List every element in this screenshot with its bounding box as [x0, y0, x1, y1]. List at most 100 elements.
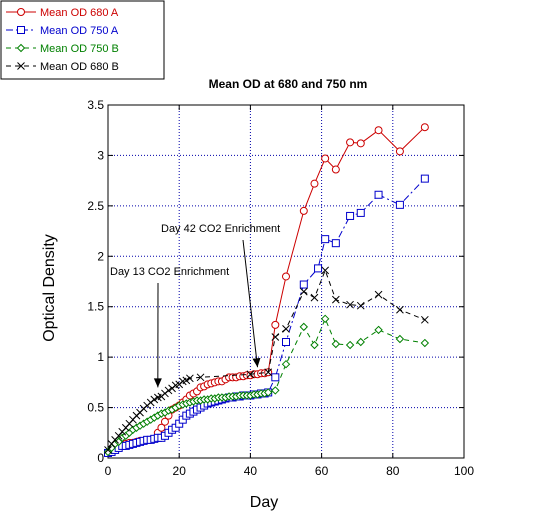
x-tick-label: 100	[454, 464, 474, 478]
data-point-mean-od-680-a	[299, 206, 308, 215]
data-point-mean-od-750-a	[346, 211, 355, 220]
data-point-mean-od-680-a	[356, 139, 365, 148]
data-point-mean-od-750-b	[310, 340, 319, 350]
data-point-mean-od-750-b	[271, 386, 280, 395]
y-tick-label: 1	[97, 350, 104, 364]
data-point-mean-od-750-b	[395, 334, 405, 344]
x-tick-labels: 0 20 40 60 80 100	[105, 464, 475, 478]
data-point-mean-od-680-a	[331, 165, 340, 174]
data-point-mean-od-680-a	[271, 320, 280, 329]
data-point-mean-od-680-b	[164, 386, 173, 395]
legend-marker-mean-od-750-a	[17, 26, 25, 34]
data-point-mean-od-680-a	[160, 417, 169, 426]
series-mean-od-680-a	[104, 123, 429, 457]
series-mean-od-750-b	[103, 314, 430, 457]
legend-label-mean-od-680-b: Mean OD 680 B	[40, 61, 119, 73]
y-tick-label: 3.5	[87, 98, 104, 112]
data-point-mean-od-750-a	[420, 174, 429, 183]
legend: Mean OD 680 A Mean OD 750 A Mean OD 750 B M…	[0, 0, 165, 80]
data-point-mean-od-680-b	[196, 373, 205, 382]
data-point-mean-od-750-b	[263, 388, 273, 397]
series-mean-od-750-a	[104, 174, 429, 457]
data-point-mean-od-680-b	[182, 376, 191, 385]
y-axis-label: Optical Density	[41, 234, 58, 342]
data-point-mean-od-750-a	[314, 264, 323, 273]
legend-marker-mean-od-750-b	[16, 43, 26, 53]
data-point-mean-od-680-b	[150, 395, 159, 404]
y-tick-label: 0.5	[87, 401, 104, 415]
data-point-mean-od-750-b	[356, 337, 365, 347]
data-point-mean-od-680-a	[374, 126, 383, 135]
data-point-mean-od-680-b	[104, 446, 112, 454]
data-point-mean-od-680-b	[356, 301, 365, 310]
legend-marker-mean-od-680-b	[17, 62, 25, 70]
data-point-mean-od-680-b	[331, 295, 340, 304]
y-tick-label: 3	[97, 148, 104, 162]
annotation-day13-arrowhead	[153, 378, 162, 388]
annotation-day13: Day 13 CO2 Enrichment	[110, 266, 229, 278]
data-point-mean-od-680-a	[420, 123, 429, 132]
data-point-mean-od-680-b	[282, 325, 290, 333]
data-point-mean-od-680-b	[374, 290, 383, 299]
legend-label-mean-od-750-b: Mean OD 750 B	[40, 43, 119, 55]
series-mean-od-680-b	[104, 266, 429, 454]
x-tick-label: 20	[173, 464, 187, 478]
data-point-mean-od-680-b	[299, 287, 308, 296]
data-point-mean-od-680-b	[310, 293, 319, 302]
data-point-mean-od-680-b	[271, 333, 280, 341]
data-point-mean-od-750-b	[320, 314, 330, 324]
x-tick-label: 40	[244, 464, 258, 478]
data-point-mean-od-680-b	[396, 305, 404, 314]
data-point-mean-od-680-b	[246, 370, 255, 379]
legend-label-mean-od-680-a: Mean OD 680 A	[40, 7, 119, 19]
data-point-mean-od-750-a	[395, 200, 404, 209]
data-point-mean-od-680-a	[157, 423, 166, 432]
data-point-mean-od-750-a	[356, 208, 365, 217]
grid	[107, 104, 465, 459]
series-line-mean-od-680-b	[107, 268, 425, 451]
data-point-mean-od-680-b	[321, 266, 330, 275]
data-point-mean-od-750-b	[374, 325, 383, 335]
y-tick-label: 1.5	[87, 300, 104, 314]
data-point-mean-od-750-a	[271, 373, 280, 382]
y-tick-labels: 0 0.5 1 1.5 2 2.5 3 3.5	[87, 98, 104, 465]
x-tick-label: 0	[105, 464, 112, 478]
y-tick-label: 0	[97, 451, 104, 465]
annotation-day42-arrowhead	[252, 357, 261, 368]
data-point-mean-od-750-a	[299, 280, 308, 289]
plot-frame	[107, 104, 465, 459]
data-point-mean-od-680-b	[264, 368, 273, 377]
annotation-day42-arrow	[242, 239, 259, 368]
data-point-mean-od-680-b	[420, 315, 429, 324]
data-point-mean-od-750-b	[281, 359, 291, 369]
data-point-mean-od-750-b	[299, 322, 309, 332]
data-point-mean-od-750-b	[331, 339, 341, 349]
data-point-mean-od-680-a	[282, 272, 290, 281]
data-point-mean-od-750-a	[331, 239, 340, 248]
chart-title: Mean OD at 680 and 750 nm	[209, 77, 368, 91]
tick-marks	[107, 104, 465, 459]
annotation-day42: Day 42 CO2 Enrichment	[161, 223, 280, 235]
data-point-mean-od-680-a	[395, 147, 404, 156]
data-point-mean-od-680-a	[321, 154, 330, 163]
annotations: Day 42 CO2 Enrichment Day 13 CO2 Enrichm…	[110, 223, 280, 388]
series-layer	[103, 123, 430, 457]
data-point-mean-od-750-b	[345, 340, 355, 350]
series-line-mean-od-750-a	[107, 178, 426, 454]
series-line-mean-od-680-a	[107, 126, 426, 454]
data-point-mean-od-680-b	[186, 374, 194, 383]
y-tick-label: 2.5	[87, 199, 104, 213]
data-point-mean-od-680-a	[310, 179, 319, 188]
x-axis-label: Day	[250, 494, 278, 511]
data-point-mean-od-750-b	[420, 338, 430, 348]
data-point-mean-od-750-a	[374, 190, 383, 199]
legend-label-mean-od-750-a: Mean OD 750 A	[40, 25, 119, 37]
data-point-mean-od-750-a	[282, 338, 290, 347]
x-tick-label: 60	[315, 464, 329, 478]
x-tick-label: 80	[386, 464, 400, 478]
data-point-mean-od-750-a	[321, 235, 330, 244]
legend-marker-mean-od-680-a	[17, 8, 25, 16]
data-point-mean-od-680-a	[346, 138, 355, 147]
data-point-mean-od-680-b	[346, 300, 354, 309]
